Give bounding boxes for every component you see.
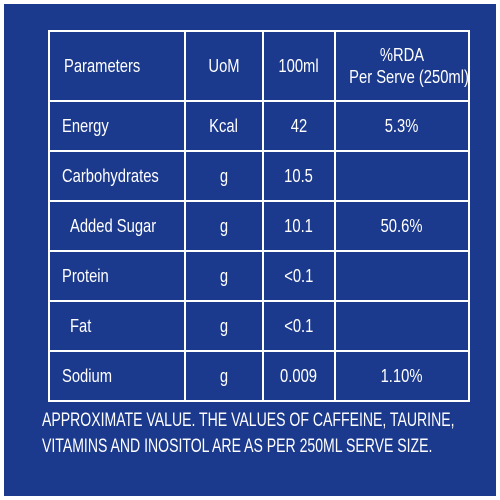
row-100ml: 10.1 bbox=[262, 200, 336, 252]
row-100ml: 0.009 bbox=[262, 350, 336, 402]
row-rda: 1.10% bbox=[334, 350, 470, 402]
footnote-line1: APPROXIMATE VALUE. THE VALUES OF CAFFEIN… bbox=[42, 410, 455, 431]
row-parameter: Carbohydrates bbox=[48, 150, 186, 202]
row-uom: g bbox=[184, 300, 264, 352]
row-uom: Kcal bbox=[184, 100, 264, 152]
row-100ml: <0.1 bbox=[262, 250, 336, 302]
row-parameter: Fat bbox=[48, 300, 186, 352]
header-rda-line1: %RDA bbox=[379, 44, 425, 65]
row-parameter: Sodium bbox=[48, 350, 186, 402]
row-uom: g bbox=[184, 150, 264, 202]
table-row: Energy Kcal 42 5.3% bbox=[48, 100, 470, 152]
row-100ml: 10.5 bbox=[262, 150, 336, 202]
table-row: Fat g <0.1 bbox=[48, 300, 470, 352]
row-parameter: Protein bbox=[48, 250, 186, 302]
table-header-row: Parameters UoM 100ml %RDA Per Serve (250… bbox=[48, 30, 470, 102]
row-100ml: 42 bbox=[262, 100, 336, 152]
row-rda bbox=[334, 150, 470, 202]
row-100ml: <0.1 bbox=[262, 300, 336, 352]
footnote-line2: VITAMINS AND INOSITOL ARE AS PER 250ML S… bbox=[42, 436, 433, 457]
footnote: APPROXIMATE VALUE. THE VALUES OF CAFFEIN… bbox=[42, 408, 482, 460]
table-row: Sodium g 0.009 1.10% bbox=[48, 350, 470, 402]
row-rda: 5.3% bbox=[334, 100, 470, 152]
row-parameter: Energy bbox=[48, 100, 186, 152]
table-row: Added Sugar g 10.1 50.6% bbox=[48, 200, 470, 252]
row-rda bbox=[334, 300, 470, 352]
nutrition-table: Parameters UoM 100ml %RDA Per Serve (250… bbox=[48, 30, 470, 402]
header-uom: UoM bbox=[184, 30, 264, 102]
nutrition-panel: Parameters UoM 100ml %RDA Per Serve (250… bbox=[4, 4, 496, 496]
header-rda: %RDA Per Serve (250ml) bbox=[334, 30, 470, 102]
row-rda: 50.6% bbox=[334, 200, 470, 252]
header-parameters: Parameters bbox=[48, 30, 186, 102]
header-rda-line2: Per Serve (250ml) bbox=[349, 67, 469, 87]
row-parameter: Added Sugar bbox=[48, 200, 186, 252]
header-100ml: 100ml bbox=[262, 30, 336, 102]
row-uom: g bbox=[184, 350, 264, 402]
table-row: Carbohydrates g 10.5 bbox=[48, 150, 470, 202]
row-uom: g bbox=[184, 200, 264, 252]
row-rda bbox=[334, 250, 470, 302]
row-uom: g bbox=[184, 250, 264, 302]
table-row: Protein g <0.1 bbox=[48, 250, 470, 302]
